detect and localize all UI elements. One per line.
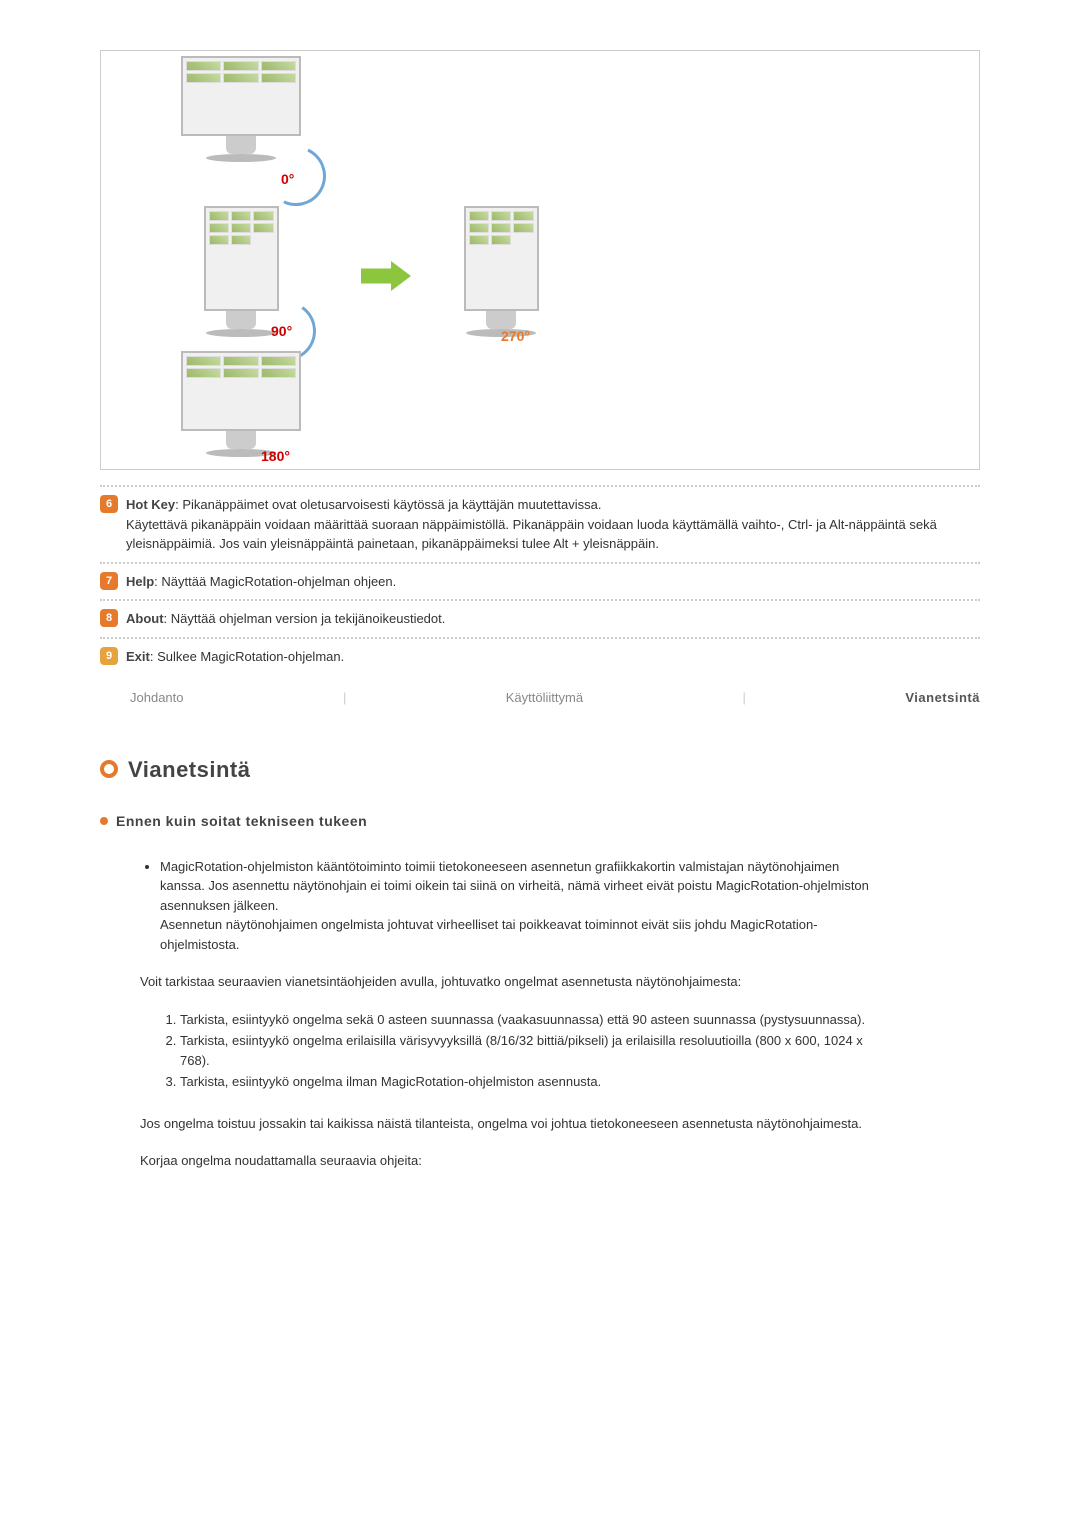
item-6: 6 Hot Key: Pikanäppäimet ovat oletusarvo… [100,493,980,556]
p4: Korjaa ongelma noudattamalla seuraavia o… [140,1151,880,1171]
check-3: Tarkista, esiintyykö ongelma ilman Magic… [180,1072,880,1092]
section-title: Vianetsintä [128,753,250,786]
monitor-270deg [441,206,561,316]
item-6-text: Hot Key: Pikanäppäimet ovat oletusarvois… [126,495,980,554]
separator [100,562,980,564]
term-about: About [126,611,164,626]
item-6-body2: Käytettävä pikanäppäin voidaan määrittää… [126,517,937,552]
check-2: Tarkista, esiintyykö ongelma erilaisilla… [180,1031,880,1070]
item-9: 9 Exit: Sulkee MagicRotation-ohjelman. [100,645,980,669]
ring-icon [100,760,118,778]
separator [100,485,980,487]
nav-vianetsinta[interactable]: Vianetsintä [905,688,980,708]
badge-9: 9 [100,647,118,665]
p1b: Asennetun näytönohjaimen ongelmista joht… [160,917,818,952]
section-header: Vianetsintä [100,753,980,786]
rotation-diagram: 0° 90° 270° 180° [100,50,980,470]
check-list: Tarkista, esiintyykö ongelma sekä 0 aste… [140,1010,880,1092]
badge-6: 6 [100,495,118,513]
p2: Voit tarkistaa seuraavien vianetsintäohj… [140,972,880,992]
term-help: Help [126,574,154,589]
monitor-180deg [181,351,301,461]
item-7-text: Help: Näyttää MagicRotation-ohjelman ohj… [126,572,980,592]
badge-7: 7 [100,572,118,590]
check-1: Tarkista, esiintyykö ongelma sekä 0 aste… [180,1010,880,1030]
intro-bullet: MagicRotation-ohjelmiston kääntötoiminto… [160,857,880,955]
sub-heading-text: Ennen kuin soitat tekniseen tukeen [116,811,367,832]
angle-180-label: 180° [261,446,290,467]
separator [100,599,980,601]
dot-icon [100,817,108,825]
item-8: 8 About: Näyttää ohjelman version ja tek… [100,607,980,631]
body-content: MagicRotation-ohjelmiston kääntötoiminto… [100,857,980,1171]
item-8-text: About: Näyttää ohjelman version ja tekij… [126,609,980,629]
item-8-body: : Näyttää ohjelman version ja tekijänoik… [164,611,446,626]
monitor-90deg [181,206,301,316]
item-7: 7 Help: Näyttää MagicRotation-ohjelman o… [100,570,980,594]
nav-sep: | [743,688,746,708]
nav-sep: | [343,688,346,708]
angle-270-label: 270° [501,326,530,347]
separator [100,637,980,639]
item-7-body: : Näyttää MagicRotation-ohjelman ohjeen. [154,574,396,589]
term-hotkey: Hot Key [126,497,175,512]
term-exit: Exit [126,649,150,664]
arrow-right-icon [361,261,411,291]
p3: Jos ongelma toistuu jossakin tai kaikiss… [140,1114,880,1134]
nav-kayttoliittyma[interactable]: Käyttöliittymä [506,688,583,708]
nav-row: Johdanto | Käyttöliittymä | Vianetsintä [100,668,980,738]
item-9-text: Exit: Sulkee MagicRotation-ohjelman. [126,647,980,667]
item-9-body: : Sulkee MagicRotation-ohjelman. [150,649,344,664]
nav-johdanto[interactable]: Johdanto [130,688,184,708]
badge-8: 8 [100,609,118,627]
p1: MagicRotation-ohjelmiston kääntötoiminto… [160,859,869,913]
item-6-body1: : Pikanäppäimet ovat oletusarvoisesti kä… [175,497,601,512]
sub-heading: Ennen kuin soitat tekniseen tukeen [100,811,980,832]
